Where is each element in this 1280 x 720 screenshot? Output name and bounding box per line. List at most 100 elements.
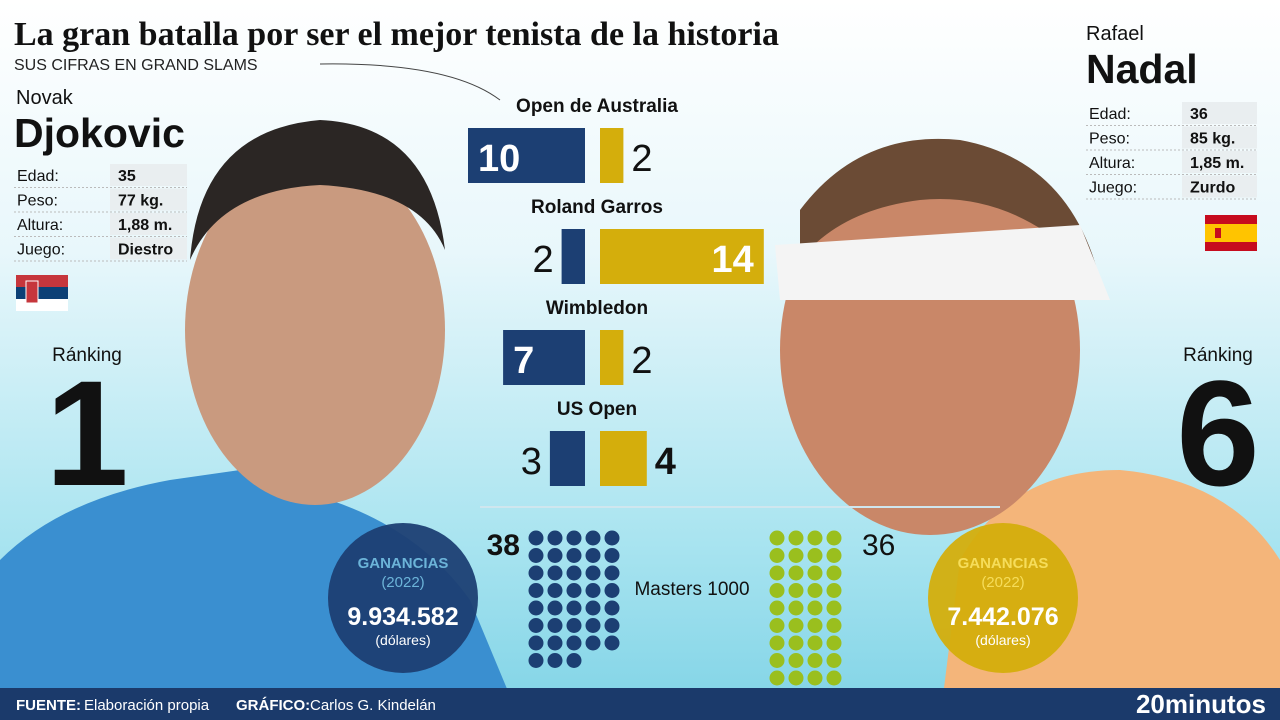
- masters-dot: [826, 548, 842, 563]
- footer-source-label: FUENTE:: [16, 697, 81, 714]
- masters-dot: [826, 618, 842, 633]
- stat-value: 35: [118, 168, 136, 185]
- title: La gran batalla por ser el mejor tenista…: [14, 16, 779, 53]
- masters-count: 36: [862, 529, 895, 562]
- footer-source: Elaboración propia: [84, 697, 210, 714]
- masters-dot: [788, 530, 804, 546]
- masters-dot: [788, 565, 804, 581]
- spain-flag: [1205, 215, 1257, 251]
- nadal-bar: [600, 229, 764, 284]
- nadal-value: 4: [655, 441, 676, 483]
- stat-value: Diestro: [118, 242, 173, 259]
- stat-value: 77 kg.: [118, 193, 163, 210]
- nadal-value: 2: [631, 138, 652, 180]
- masters-dot: [826, 600, 842, 616]
- masters-dot: [604, 583, 620, 598]
- stat-label: Edad:: [1089, 106, 1131, 123]
- earnings-year: (2022): [981, 574, 1024, 591]
- nadal-bar: [600, 431, 647, 486]
- nadal-bar: [600, 128, 624, 183]
- masters-dot: [547, 600, 563, 616]
- masters-dot: [547, 618, 563, 633]
- stat-value: 85 kg.: [1190, 131, 1235, 148]
- stat-label: Juego:: [1089, 180, 1137, 197]
- masters-dot: [788, 548, 804, 563]
- masters-dot: [826, 565, 842, 581]
- nadal-value: 2: [631, 340, 652, 382]
- masters-dot: [547, 583, 563, 598]
- earnings-value: 9.934.582: [347, 603, 458, 631]
- masters-dot: [769, 530, 785, 546]
- masters-dot: [585, 635, 601, 651]
- stat-label: Altura:: [1089, 155, 1135, 172]
- masters-dot: [585, 600, 601, 616]
- masters-dot: [826, 583, 842, 598]
- ranking: 6: [1176, 349, 1259, 517]
- earnings-unit: (dólares): [975, 632, 1030, 648]
- djokovic-value: 7: [513, 340, 534, 382]
- slam-name: US Open: [557, 399, 637, 420]
- masters-dot: [769, 653, 785, 668]
- masters-dot: [788, 600, 804, 616]
- masters-dot: [769, 583, 785, 598]
- footer-graphic-label: GRÁFICO:: [236, 697, 310, 714]
- earnings-circle: [328, 523, 478, 673]
- masters-dot: [788, 618, 804, 633]
- player-right-silhouette: [775, 138, 1280, 720]
- masters-dot: [585, 565, 601, 581]
- stat-value-bg: [110, 213, 187, 235]
- stat-value: 36: [1190, 106, 1208, 123]
- earnings-label: GANANCIAS: [358, 555, 449, 572]
- earnings-unit: (dólares): [375, 632, 430, 648]
- ranking: 1: [45, 349, 128, 517]
- masters-dot: [528, 583, 544, 598]
- stat-value-bg: [1182, 102, 1257, 124]
- masters-dot: [604, 635, 620, 651]
- djokovic-bar: [549, 431, 585, 486]
- earnings-year: (2022): [381, 574, 424, 591]
- first-name: Novak: [16, 87, 74, 109]
- earnings-label: GANANCIAS: [958, 555, 1049, 572]
- masters-dot: [604, 618, 620, 633]
- masters-dot: [566, 530, 582, 546]
- last-name: Djokovic: [14, 110, 185, 156]
- masters-dot: [604, 548, 620, 563]
- stat-value: 1,85 m.: [1190, 155, 1244, 172]
- masters-dot: [528, 548, 544, 563]
- masters-dot: [826, 530, 842, 546]
- masters-dot: [826, 635, 842, 651]
- earnings-value: 7.442.076: [947, 603, 1058, 631]
- stat-value-bg: [1182, 126, 1257, 149]
- masters-dot: [788, 583, 804, 598]
- stat-value-bg: [110, 164, 187, 186]
- masters-dot: [769, 548, 785, 563]
- djokovic-value: 10: [478, 138, 520, 180]
- nadal-value: 14: [712, 239, 754, 281]
- masters-label: Masters 1000: [634, 579, 749, 600]
- stat-value-bg: [110, 188, 187, 211]
- stat-value-bg: [1182, 151, 1257, 173]
- masters-dot: [826, 653, 842, 668]
- masters-dot: [807, 618, 823, 633]
- djokovic-value: 2: [532, 239, 553, 281]
- masters-dot: [807, 600, 823, 616]
- masters-dot: [585, 530, 601, 546]
- last-name: Nadal: [1086, 46, 1198, 92]
- masters-dot: [528, 565, 544, 581]
- subtitle-connector: [319, 63, 501, 101]
- masters-dot: [807, 653, 823, 668]
- masters-dot: [585, 618, 601, 633]
- masters-dot: [566, 635, 582, 651]
- footer-graphic: Carlos G. Kindelán: [310, 697, 436, 714]
- stat-value-bg: [1182, 175, 1257, 198]
- masters-dot: [604, 600, 620, 616]
- masters-dot: [807, 635, 823, 651]
- masters-dot: [769, 600, 785, 616]
- masters-dot: [528, 653, 544, 668]
- masters-dots: [528, 530, 620, 668]
- ranking-label: Ránking: [1183, 345, 1253, 366]
- masters-dot: [547, 565, 563, 581]
- ranking-label: Ránking: [52, 345, 122, 366]
